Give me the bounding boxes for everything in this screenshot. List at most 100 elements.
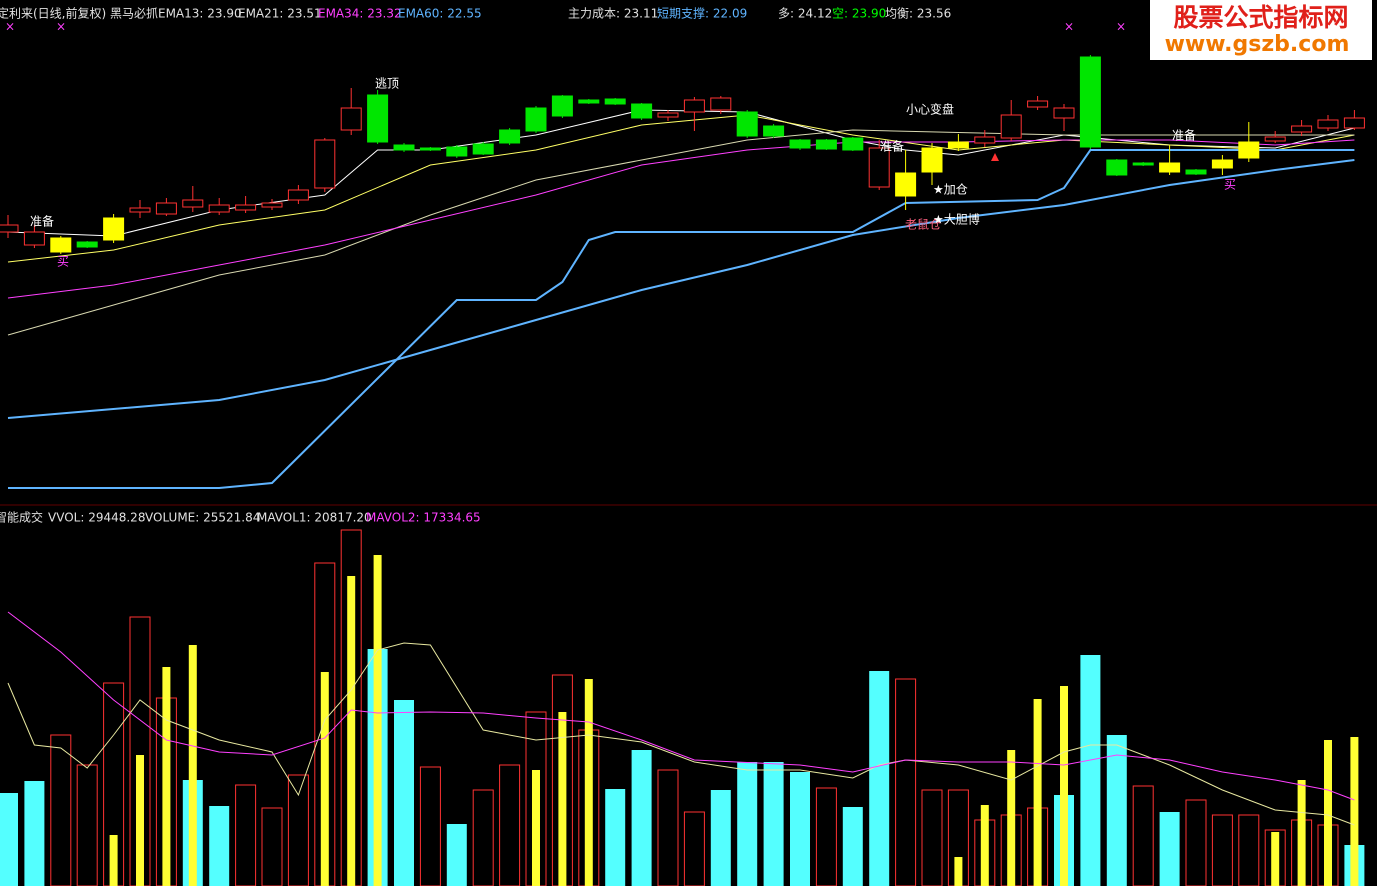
signal-label: ★大胆博: [933, 212, 980, 227]
candle-body: [947, 141, 969, 149]
volume-bar: [314, 562, 336, 886]
candle-body: [1185, 169, 1207, 175]
indicator-label: MAVOL2: 17334.65: [366, 511, 481, 525]
signal-label: 准备: [880, 140, 904, 154]
thin-bar: [1324, 740, 1332, 886]
indicator-line: [7, 159, 1355, 419]
signal-label: 买: [1224, 178, 1236, 192]
volume-bar: [0, 793, 18, 886]
candle-body: [393, 144, 415, 151]
signal-label: ★加仓: [933, 183, 968, 197]
candle-body: [1053, 107, 1075, 119]
candle-body: [499, 129, 521, 144]
candle-body: [789, 139, 811, 149]
volume-bar: [499, 764, 521, 886]
candle-body: [103, 217, 125, 241]
thin-bar: [954, 857, 963, 886]
thin-bar: [109, 835, 118, 886]
volume-bar: [763, 762, 784, 886]
pane-title: 智能成交: [0, 510, 43, 525]
candle-body: [1027, 100, 1049, 108]
volume-bar: [103, 682, 125, 886]
indicator-label: EMA34: 23.32: [318, 7, 402, 21]
candle-body: [1106, 159, 1128, 176]
volume-bar: [921, 789, 943, 886]
candle-body: [1343, 117, 1365, 129]
candle-body: [1000, 114, 1022, 139]
candle-body: [446, 146, 468, 157]
candle-body: [815, 139, 837, 150]
volume-bar: [209, 806, 230, 886]
watermark: 股票公式指标网 www.gszb.com: [1150, 0, 1372, 60]
volume-bar: [1238, 814, 1260, 886]
volume-bar: [869, 671, 890, 886]
thin-bar: [373, 555, 382, 886]
volume-bar: [24, 781, 45, 886]
indicator-label: 主力成本: 23.11: [568, 7, 658, 21]
marker: ×: [5, 20, 15, 34]
volume-bar: [895, 678, 917, 886]
volume-bar: [394, 700, 414, 886]
indicator-label: MAVOL1: 20817.20: [257, 511, 372, 525]
volume-bar: [657, 769, 679, 886]
thin-bar: [1060, 686, 1068, 886]
candle-body: [683, 99, 705, 113]
indicator-line: [8, 149, 1355, 489]
volume-bar: [235, 784, 257, 886]
candle-body: [314, 139, 336, 189]
watermark-title: 股票公式指标网: [1173, 3, 1348, 32]
candle-body: [763, 125, 785, 137]
marker: ×: [56, 20, 66, 34]
candle-body: [419, 147, 441, 151]
candle-body: [551, 95, 573, 117]
watermark-url: www.gszb.com: [1165, 32, 1350, 57]
signal-arrow: [991, 153, 999, 161]
indicator-label: VVOL: 29448.28: [48, 511, 145, 525]
indicator-label: 空: 23.90: [832, 7, 886, 21]
signal-label: 准备: [30, 215, 54, 229]
candle-body: [842, 137, 864, 151]
pane-title: 定利来(日线,前复权) 黑马必抓: [0, 6, 158, 21]
thin-bar: [584, 679, 593, 886]
volume-bar: [1080, 655, 1101, 886]
thin-bar: [1350, 737, 1359, 886]
candle-body: [1264, 136, 1286, 142]
thin-bar: [320, 672, 329, 886]
thin-bar: [532, 770, 540, 886]
candle-body: [1159, 162, 1181, 173]
volume-bar: [842, 807, 863, 886]
volume-bar: [683, 811, 705, 886]
volume-bar: [710, 790, 731, 886]
candle-body: [235, 204, 257, 211]
thin-bar: [188, 645, 197, 886]
candle-body: [974, 136, 996, 144]
candle-body: [287, 189, 309, 201]
volume-bar: [1211, 814, 1233, 886]
candle-body: [50, 237, 72, 253]
indicator-label: 短期支撑: 22.09: [657, 6, 747, 21]
volume-bar: [1264, 829, 1286, 886]
volume-bar: [129, 616, 151, 886]
signal-label: 老鼠仓: [905, 218, 941, 232]
indicator-label: EMA60: 22.55: [398, 7, 482, 21]
candle-body: [129, 207, 151, 213]
marker: ×: [1116, 20, 1126, 34]
candle-body: [367, 94, 389, 143]
candle-body: [868, 147, 890, 188]
volume-bar: [947, 789, 969, 886]
candle-body: [631, 103, 653, 119]
candle-body: [578, 99, 600, 104]
volume-bar: [737, 762, 758, 886]
volume-bar: [1185, 799, 1207, 886]
indicator-line: [7, 139, 1355, 299]
volume-bar: [1159, 812, 1180, 886]
thin-bar: [162, 667, 171, 886]
candle-body: [155, 202, 177, 215]
volume-bar: [525, 711, 547, 886]
candle-body: [208, 204, 230, 213]
volume-bar: [419, 766, 441, 886]
candle-body: [23, 231, 45, 246]
candle-body: [1211, 159, 1233, 169]
candle-body: [525, 107, 547, 132]
